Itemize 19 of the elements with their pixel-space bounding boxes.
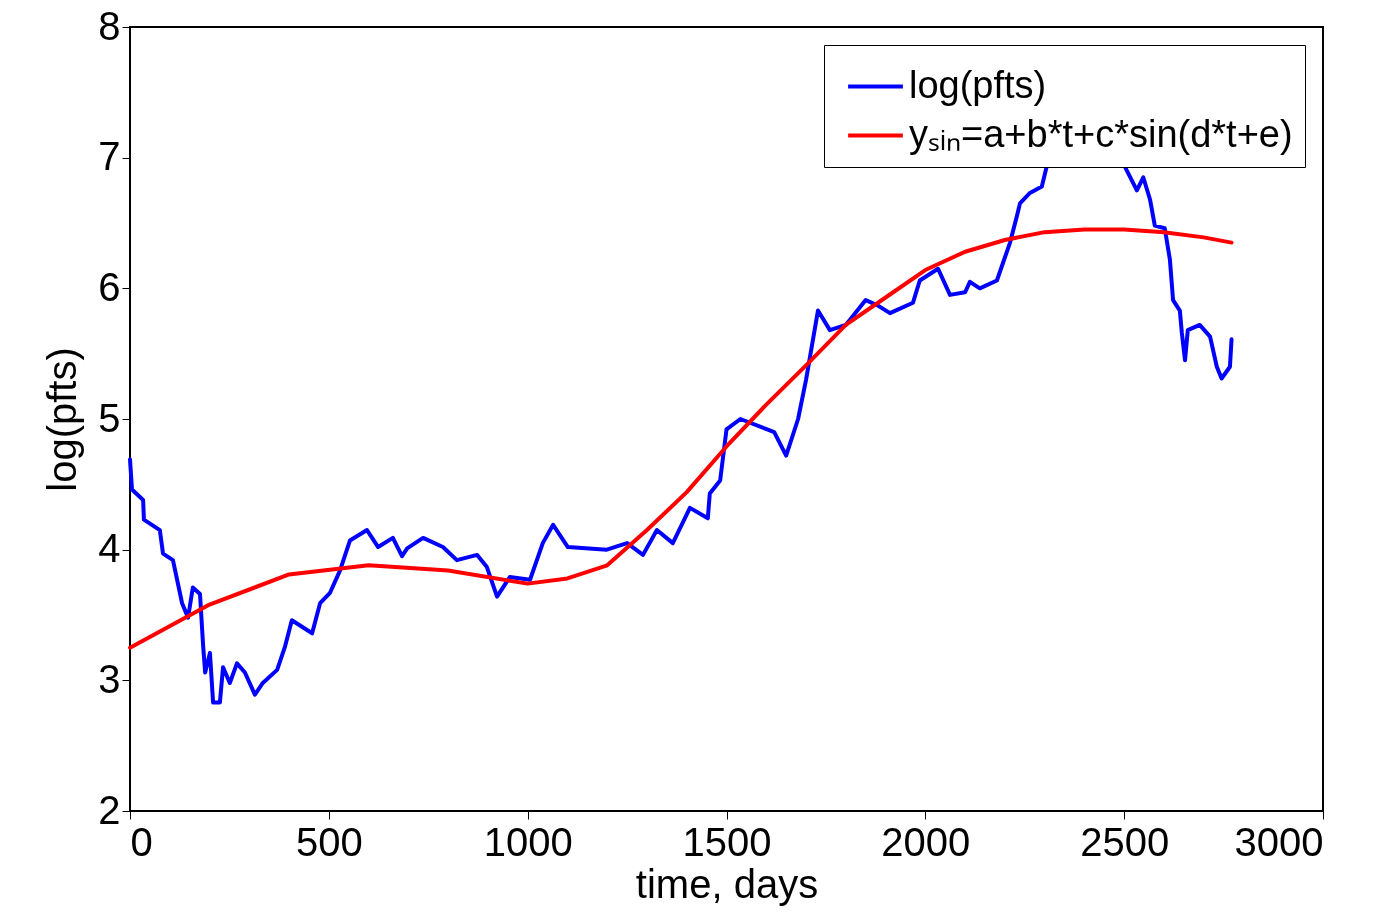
x-tick-label: 2500: [1080, 819, 1170, 864]
y-tick-label: 8: [98, 3, 121, 48]
y-axis-title: log(pfts): [40, 347, 85, 492]
y-tick-label: 4: [98, 526, 121, 571]
y-tick-label: 3: [98, 656, 121, 701]
x-tick-label: 2000: [881, 819, 971, 864]
x-tick-label: 500: [295, 819, 363, 864]
y-tick-label: 6: [98, 264, 121, 309]
x-axis-title: time, days: [635, 861, 819, 906]
x-tick-label: 1000: [483, 819, 573, 864]
x-tick-label: 1500: [682, 819, 772, 864]
y-tick-label: 7: [98, 134, 121, 179]
x-tick-label: 3000: [1234, 819, 1324, 864]
y-tick-label: 2: [98, 787, 121, 832]
y-tick-label: 5: [98, 395, 121, 440]
line-series: [128, 227, 1234, 650]
x-tick-label: 0: [130, 819, 153, 864]
legend-label: yₛᵢₙ=a+b*t+c*sin(d*t+e): [909, 112, 1293, 155]
legend-label: log(pfts): [909, 63, 1047, 106]
